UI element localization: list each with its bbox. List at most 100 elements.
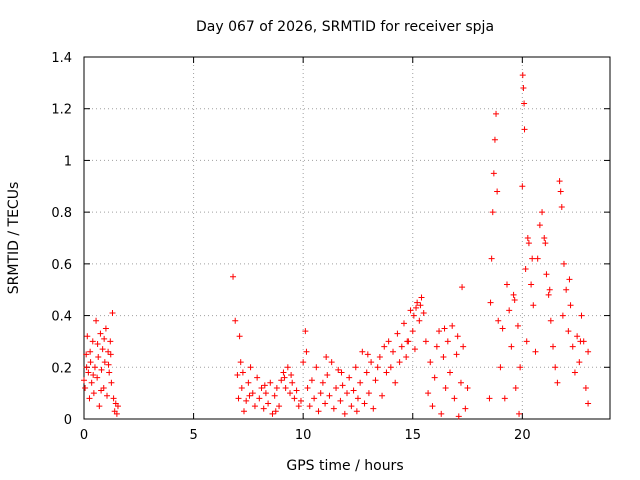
data-point bbox=[113, 410, 120, 417]
data-point bbox=[499, 325, 506, 332]
data-point bbox=[261, 382, 268, 389]
data-point bbox=[93, 317, 100, 324]
data-point bbox=[281, 374, 288, 381]
plot-frame bbox=[83, 56, 611, 420]
data-point bbox=[303, 348, 310, 355]
data-point bbox=[262, 390, 269, 397]
data-point bbox=[433, 343, 440, 350]
data-point bbox=[381, 343, 388, 350]
data-point bbox=[521, 126, 528, 133]
data-point bbox=[559, 312, 566, 319]
data-point bbox=[234, 372, 241, 379]
data-point bbox=[313, 364, 320, 371]
data-point bbox=[400, 320, 407, 327]
data-point bbox=[585, 348, 592, 355]
data-point bbox=[457, 379, 464, 386]
data-point bbox=[276, 403, 283, 410]
data-point bbox=[545, 291, 552, 298]
data-point bbox=[365, 390, 372, 397]
y-tick-label: 0.6 bbox=[51, 258, 72, 273]
data-point bbox=[503, 281, 510, 288]
data-point bbox=[519, 72, 526, 79]
data-point bbox=[409, 328, 416, 335]
data-point bbox=[516, 410, 523, 417]
data-point bbox=[560, 260, 567, 267]
data-point bbox=[552, 364, 559, 371]
data-point bbox=[441, 325, 448, 332]
data-point bbox=[357, 379, 364, 386]
data-point bbox=[462, 405, 469, 412]
data-point bbox=[501, 395, 508, 402]
y-tick-label: 0.2 bbox=[51, 361, 72, 376]
data-point bbox=[453, 351, 460, 358]
data-point bbox=[306, 403, 313, 410]
data-point bbox=[447, 369, 454, 376]
data-point bbox=[107, 338, 114, 345]
data-point bbox=[414, 299, 421, 306]
data-point bbox=[97, 330, 104, 337]
data-point bbox=[308, 377, 315, 384]
data-point bbox=[543, 271, 550, 278]
data-point bbox=[374, 364, 381, 371]
data-point bbox=[566, 276, 573, 283]
data-point bbox=[460, 343, 467, 350]
data-point bbox=[284, 364, 291, 371]
data-point bbox=[83, 351, 90, 358]
data-point bbox=[488, 255, 495, 262]
data-point bbox=[96, 403, 103, 410]
data-point bbox=[528, 281, 535, 288]
data-point bbox=[344, 390, 350, 397]
data-point bbox=[236, 333, 243, 340]
data-point bbox=[101, 335, 108, 342]
data-point bbox=[84, 333, 91, 340]
data-point bbox=[383, 369, 390, 376]
data-point bbox=[431, 374, 438, 381]
data-point bbox=[322, 400, 329, 407]
y-tick-label: 0.8 bbox=[51, 206, 72, 221]
data-series-srmtid bbox=[81, 72, 592, 420]
data-point bbox=[105, 361, 112, 368]
data-point bbox=[326, 392, 333, 399]
data-point bbox=[363, 369, 370, 376]
data-point bbox=[455, 413, 462, 420]
data-point bbox=[368, 359, 375, 366]
data-point bbox=[427, 359, 434, 366]
data-point bbox=[486, 395, 493, 402]
x-tick-label: 20 bbox=[514, 428, 531, 443]
data-point bbox=[569, 343, 576, 350]
data-point bbox=[539, 209, 546, 216]
data-point bbox=[403, 353, 410, 360]
data-point bbox=[418, 294, 425, 301]
data-point bbox=[100, 384, 107, 391]
data-point bbox=[304, 384, 311, 391]
data-point bbox=[578, 312, 585, 319]
data-point bbox=[109, 309, 116, 316]
data-point bbox=[487, 299, 494, 306]
data-point bbox=[288, 372, 295, 379]
data-point bbox=[497, 364, 504, 371]
data-point bbox=[352, 364, 359, 371]
data-point bbox=[529, 255, 536, 262]
data-point bbox=[338, 369, 345, 376]
data-point bbox=[354, 395, 361, 402]
data-point bbox=[238, 384, 245, 391]
data-point bbox=[324, 372, 331, 379]
data-point bbox=[495, 317, 502, 324]
data-point bbox=[420, 309, 427, 316]
data-point bbox=[364, 351, 371, 358]
data-point bbox=[534, 255, 541, 262]
data-point bbox=[577, 338, 584, 345]
data-point bbox=[396, 359, 403, 366]
data-point bbox=[289, 379, 296, 386]
data-point bbox=[300, 359, 307, 366]
data-point bbox=[267, 379, 274, 386]
data-point bbox=[91, 364, 98, 371]
data-point bbox=[108, 379, 115, 386]
data-point bbox=[413, 304, 420, 311]
data-point bbox=[490, 170, 497, 177]
data-point bbox=[83, 364, 90, 371]
data-point bbox=[532, 348, 539, 355]
data-point bbox=[353, 408, 360, 415]
data-point bbox=[493, 110, 500, 117]
